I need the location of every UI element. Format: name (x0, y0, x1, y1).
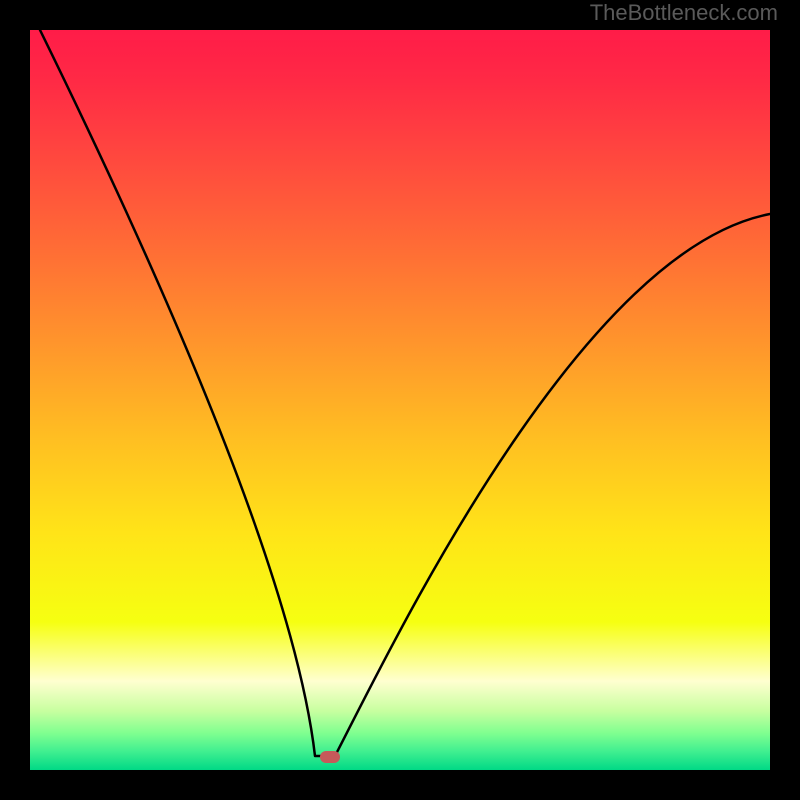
watermark-text: TheBottleneck.com (590, 0, 778, 26)
plot-svg (30, 30, 770, 770)
plot-area (30, 30, 770, 770)
chart-frame: TheBottleneck.com (0, 0, 800, 800)
nadir-marker (320, 751, 340, 763)
bottleneck-curve (40, 30, 770, 756)
